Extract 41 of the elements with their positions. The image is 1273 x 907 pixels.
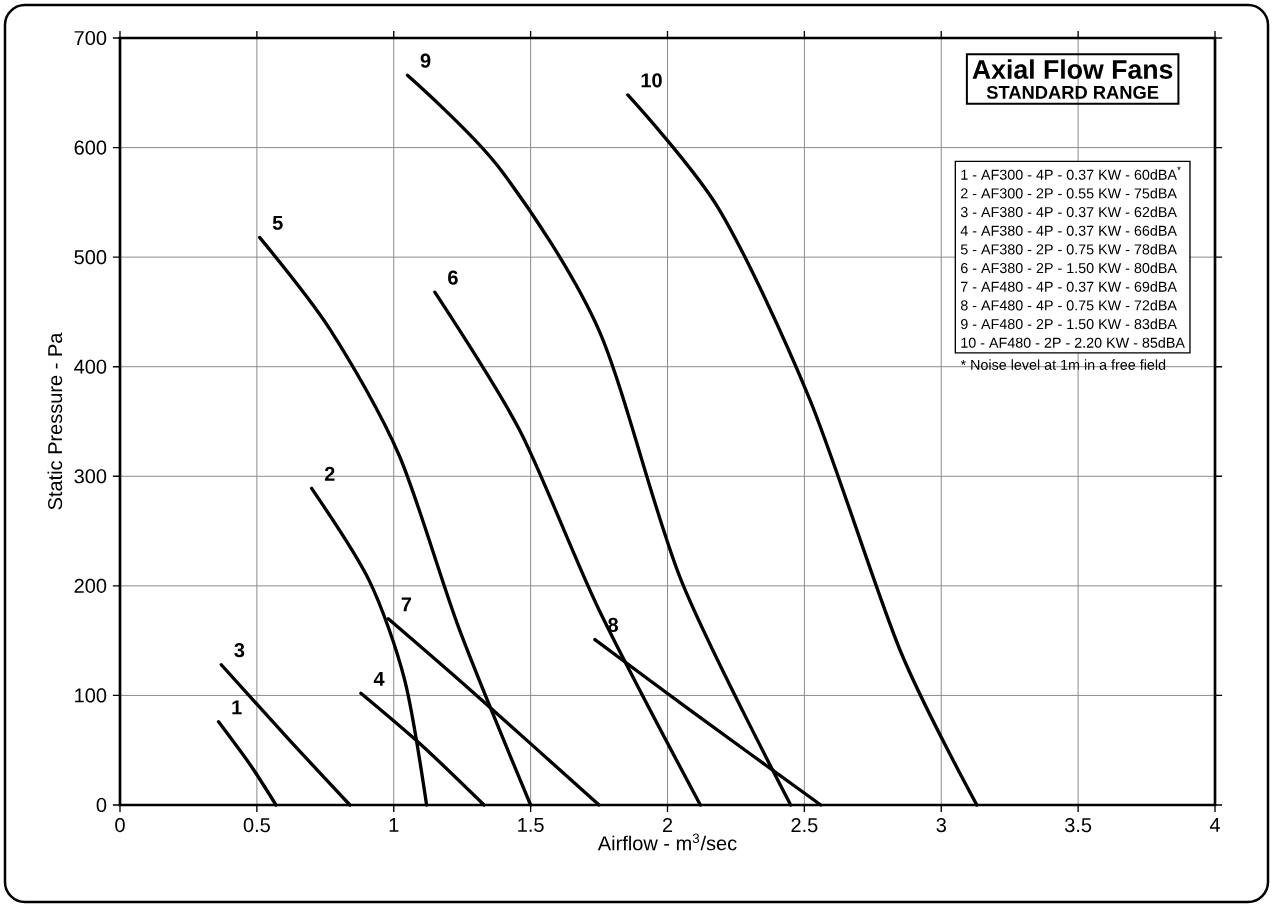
annotation: 2 - AF300 - 2P - 0.55 KW - 75dBA — [961, 187, 1177, 199]
annotation: 3 - AF380 - 4P - 0.37 KW - 62dBA — [960, 206, 1177, 218]
x-tick-label: 0 — [115, 818, 125, 833]
x-tick-label: 1.5 — [518, 818, 544, 832]
series-label: 4 — [373, 671, 385, 686]
annotation: 9 - AF480 - 2P - 1.50 KW - 83dBA — [960, 318, 1177, 330]
annotation: 6 - AF380 - 2P - 1.50 KW - 80dBA — [961, 262, 1177, 274]
series-label: 6 — [448, 270, 458, 285]
x-tick-label: 4 — [1209, 818, 1220, 832]
y-tick-label: 600 — [74, 140, 107, 155]
y-tick-label: 300 — [74, 469, 107, 484]
y-tick-label: 100 — [75, 688, 107, 703]
y-tick-label: 500 — [74, 250, 107, 265]
series-label: 3 — [234, 643, 245, 658]
series-label: 7 — [401, 597, 412, 612]
series-label: 5 — [272, 215, 283, 230]
x-tick-label: 2.5 — [791, 818, 818, 833]
series-label: 10 — [641, 73, 662, 88]
annotation: * Noise level at 1m in a free field — [960, 359, 1166, 370]
series-label: 9 — [420, 53, 431, 68]
x-tick-label: 0.5 — [243, 818, 270, 833]
annotation: 10 - AF480 - 2P - 2.20 KW - 85dBA — [961, 337, 1185, 348]
annotation: 4 - AF380 - 4P - 0.37 KW - 66dBA — [960, 225, 1177, 236]
y-tick-label: 200 — [74, 578, 107, 593]
annotation: 1 - AF300 - 4P - 0.37 KW - 60dBA$^{*}$ — [961, 166, 1181, 180]
annotation: 7 - AF480 - 4P - 0.37 KW - 69dBA — [961, 281, 1177, 292]
text: STANDARD RANGE — [986, 85, 1159, 99]
series-label: 1 — [232, 700, 242, 715]
y-axis-title: Static Pressure - Pa — [47, 332, 63, 510]
text: Axial Flow Fans — [972, 59, 1173, 79]
x-tick-label: 3.5 — [1064, 818, 1092, 833]
x-tick-label: 3 — [936, 818, 946, 833]
y-tick-label: 0 — [96, 797, 107, 813]
annotation: 8 - AF480 - 4P - 0.75 KW - 72dBA — [960, 299, 1177, 311]
y-tick-label: 400 — [74, 359, 107, 374]
x-axis-title: Airflow - m$^{3}$/sec — [597, 833, 737, 851]
series-label: 2 — [324, 466, 335, 481]
x-tick-label: 2 — [662, 818, 673, 832]
x-tick-label: 1 — [389, 818, 399, 832]
y-tick-label: 700 — [74, 30, 107, 46]
annotation: 5 - AF380 - 2P - 0.75 KW - 78dBA — [960, 243, 1177, 255]
